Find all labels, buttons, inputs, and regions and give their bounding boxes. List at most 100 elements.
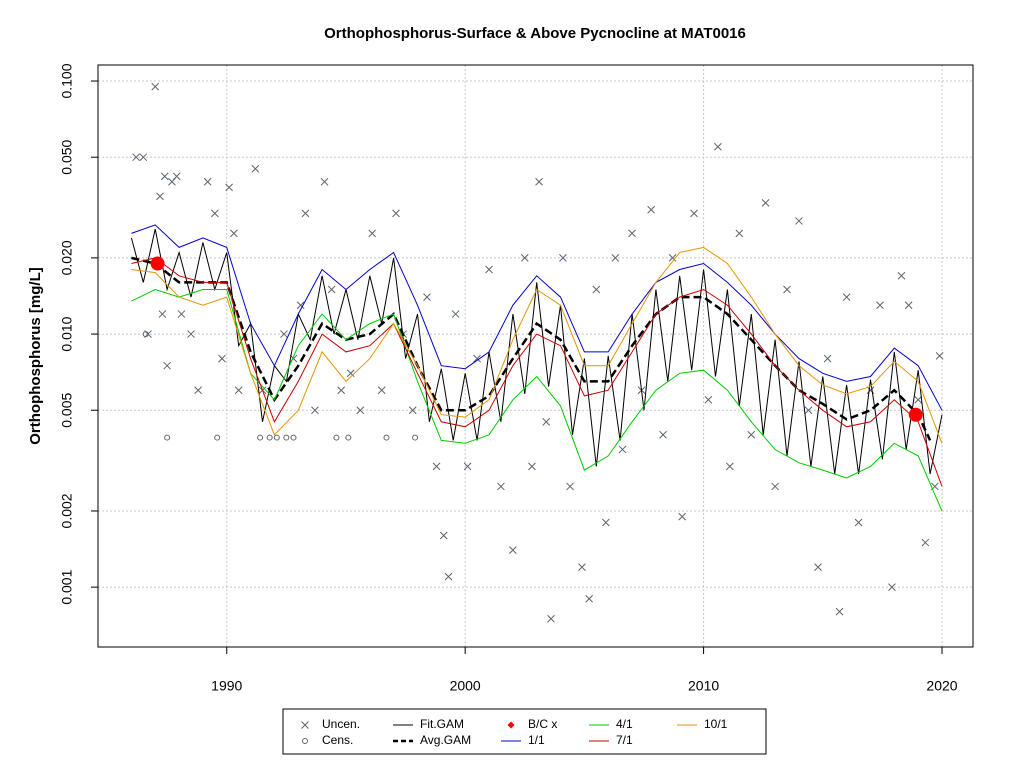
point-x	[690, 209, 698, 218]
point-circle	[164, 434, 171, 441]
point-x	[888, 583, 896, 591]
legend-label: 7/1	[616, 733, 633, 747]
point-x	[280, 330, 288, 338]
point-x	[377, 386, 386, 395]
point-circle	[290, 434, 297, 441]
point-x	[203, 177, 212, 186]
point-x	[628, 229, 636, 238]
legend-label: Uncen.	[322, 717, 360, 731]
legend-label: Cens.	[322, 733, 353, 747]
point-x	[547, 614, 555, 623]
point-x	[704, 395, 713, 404]
point-x	[823, 354, 832, 363]
point-x	[714, 142, 722, 151]
point-x	[368, 229, 377, 238]
point-x	[914, 395, 923, 404]
point-x	[327, 285, 336, 294]
point-dot	[908, 407, 923, 422]
series-line	[131, 256, 932, 441]
point-x	[346, 369, 355, 378]
point-x	[725, 462, 734, 471]
point-x	[210, 209, 219, 218]
point-x	[578, 563, 586, 571]
point-x	[172, 172, 181, 181]
point-x	[132, 153, 141, 162]
point-circle	[214, 434, 221, 441]
x-tick-label: 2020	[926, 678, 957, 694]
point-x	[542, 417, 551, 426]
point-x	[485, 265, 493, 274]
point-x	[668, 254, 677, 262]
point-x	[566, 482, 574, 491]
point-x	[935, 352, 944, 360]
point-x	[835, 607, 844, 616]
series-line	[131, 257, 943, 487]
point-x	[296, 301, 305, 310]
point-x	[761, 199, 770, 207]
point-x	[585, 594, 593, 603]
y-tick-label: 0.050	[59, 139, 75, 174]
series-line	[131, 224, 943, 411]
y-tick-label: 0.005	[59, 393, 75, 428]
legend-label: 1/1	[528, 733, 545, 747]
point-x	[735, 229, 744, 238]
point-x	[151, 82, 160, 91]
point-x	[444, 572, 453, 581]
y-tick-label: 0.010	[59, 316, 75, 351]
point-x	[225, 183, 233, 192]
point-x	[804, 406, 813, 415]
point-x	[747, 430, 756, 439]
point-circle	[273, 434, 280, 441]
y-tick-label: 0.100	[59, 63, 75, 98]
y-axis-label: Orthophosphorus [mg/L]	[27, 267, 44, 444]
x-tick-label: 2010	[688, 678, 719, 694]
point-x	[230, 229, 238, 238]
point-x	[611, 254, 620, 262]
point-x	[601, 518, 610, 527]
y-tick-label: 0.020	[59, 240, 75, 275]
point-circle	[266, 434, 273, 441]
point-x	[647, 205, 655, 214]
point-x	[156, 192, 164, 201]
point-circle	[383, 434, 390, 441]
point-x	[463, 462, 472, 471]
point-x	[392, 209, 400, 218]
point-x	[528, 462, 536, 471]
legend-label: B/C x	[528, 717, 557, 731]
series-line	[131, 246, 943, 444]
point-circle	[257, 434, 264, 441]
y-tick-label: 0.001	[59, 569, 75, 604]
point-x	[139, 153, 148, 162]
y-tick-label: 0.002	[59, 493, 75, 528]
point-x	[251, 164, 260, 173]
point-x	[408, 406, 417, 415]
point-x	[439, 531, 448, 540]
x-tick-label: 1990	[211, 678, 242, 694]
point-x	[921, 538, 930, 547]
point-x	[559, 254, 567, 262]
point-dot	[150, 256, 165, 271]
point-x	[218, 354, 226, 363]
point-x	[795, 217, 803, 225]
point-x	[356, 406, 365, 415]
point-x	[854, 518, 863, 527]
legend-box	[282, 708, 767, 755]
legend-label: Fit.GAM	[420, 717, 464, 731]
point-x	[320, 177, 329, 186]
point-x	[473, 354, 481, 363]
point-x	[451, 310, 460, 318]
series-line	[130, 228, 943, 475]
x-tick-label: 2000	[450, 678, 481, 694]
point-x	[163, 361, 171, 370]
point-x	[177, 310, 186, 318]
point-x	[876, 301, 884, 310]
legend-label: Avg.GAM	[420, 733, 471, 747]
point-circle	[302, 738, 308, 744]
point-x	[618, 445, 627, 454]
point-x	[897, 271, 906, 280]
point-x	[592, 285, 601, 294]
point-circle	[142, 331, 149, 338]
point-circle	[283, 434, 290, 441]
point-x	[842, 293, 851, 301]
